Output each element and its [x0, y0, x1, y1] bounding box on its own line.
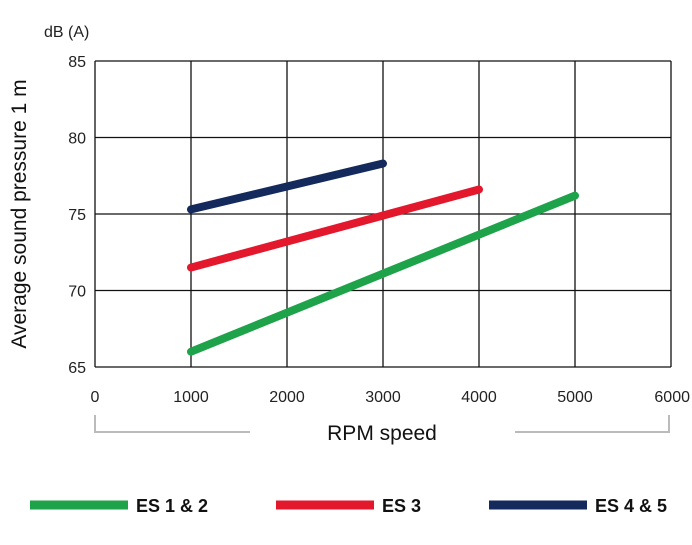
legend-label: ES 1 & 2 [136, 496, 208, 516]
x-tick-label: 4000 [461, 389, 497, 406]
y-tick-label: 85 [68, 54, 86, 71]
x-tick-label: 6000 [654, 389, 690, 406]
legend-label: ES 3 [382, 496, 421, 516]
x-tick-label: 5000 [557, 389, 593, 406]
y-unit-label: dB (A) [44, 24, 89, 41]
x-tick-label: 3000 [365, 389, 401, 406]
grid [94, 60, 672, 368]
y-tick-label: 70 [68, 284, 86, 301]
x-tick-label: 1000 [173, 389, 209, 406]
x-tick-label: 0 [91, 389, 100, 406]
x-axis-brackets [94, 415, 670, 433]
series-line [187, 159, 387, 214]
x-axis-bracket-right [515, 415, 670, 433]
y-tick-label: 80 [68, 131, 86, 148]
legend: ES 1 & 2 ES 3 ES 4 & 5 [30, 496, 667, 516]
y-tick-label: 75 [68, 207, 86, 224]
y-axis-label: Average sound pressure 1 m [8, 79, 31, 348]
y-tick-label: 65 [68, 360, 86, 377]
series-line [187, 185, 483, 272]
y-tick-labels: 65 70 75 80 85 [68, 54, 86, 377]
series-lines [187, 159, 579, 356]
x-tick-labels: 0 1000 2000 3000 4000 5000 6000 [91, 389, 691, 406]
legend-label: ES 4 & 5 [595, 496, 667, 516]
x-axis-bracket-left [94, 415, 250, 433]
x-axis-label: RPM speed [327, 422, 437, 445]
x-tick-label: 2000 [269, 389, 305, 406]
series-line [187, 191, 579, 356]
